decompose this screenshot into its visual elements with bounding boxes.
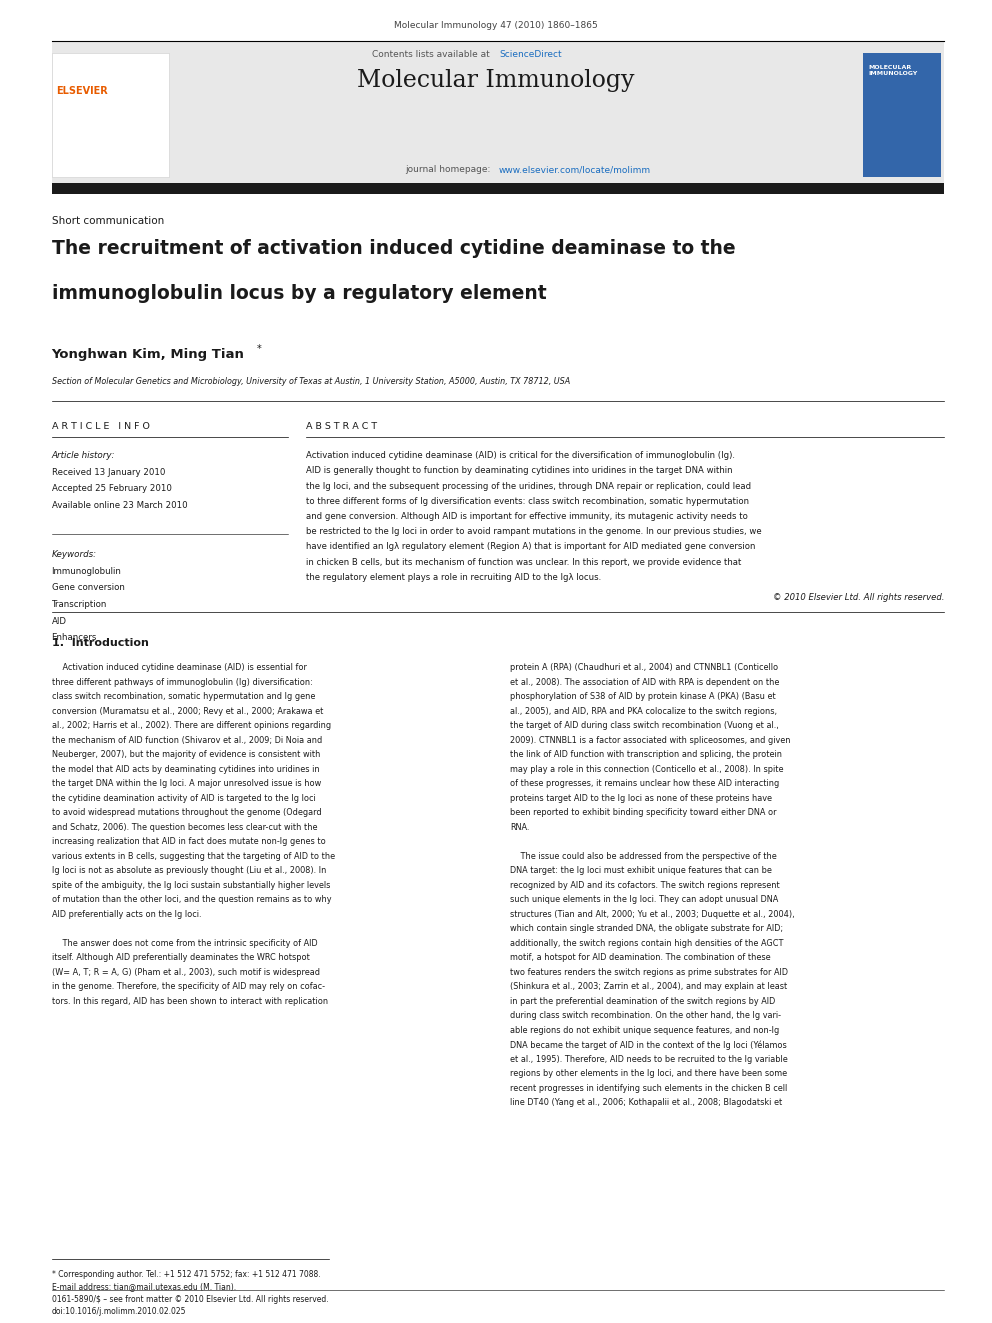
Bar [52,41,944,183]
Text: Available online 23 March 2010: Available online 23 March 2010 [52,501,187,509]
Text: increasing realization that AID in fact does mutate non-Ig genes to: increasing realization that AID in fact … [52,837,325,847]
Text: of these progresses, it remains unclear how these AID interacting: of these progresses, it remains unclear … [510,779,779,789]
Text: AID is generally thought to function by deaminating cytidines into uridines in t: AID is generally thought to function by … [306,467,732,475]
Text: in chicken B cells, but its mechanism of function was unclear. In this report, w: in chicken B cells, but its mechanism of… [306,558,741,566]
Text: al., 2005), and AID, RPA and PKA colocalize to the switch regions,: al., 2005), and AID, RPA and PKA colocal… [510,706,777,716]
Text: Gene conversion: Gene conversion [52,583,124,593]
Text: to avoid widespread mutations throughout the genome (Odegard: to avoid widespread mutations throughout… [52,808,321,818]
Text: Yonghwan Kim, Ming Tian: Yonghwan Kim, Ming Tian [52,348,244,361]
Text: motif, a hotspot for AID deamination. The combination of these: motif, a hotspot for AID deamination. Th… [510,954,771,962]
Text: in part the preferential deamination of the switch regions by AID: in part the preferential deamination of … [510,996,775,1005]
Text: * Corresponding author. Tel.: +1 512 471 5752; fax: +1 512 471 7088.: * Corresponding author. Tel.: +1 512 471… [52,1270,320,1279]
Text: al., 2002; Harris et al., 2002). There are different opinions regarding: al., 2002; Harris et al., 2002). There a… [52,721,330,730]
Text: immunoglobulin locus by a regulatory element: immunoglobulin locus by a regulatory ele… [52,284,547,303]
Text: the mechanism of AID function (Shivarov et al., 2009; Di Noia and: the mechanism of AID function (Shivarov … [52,736,321,745]
Text: et al., 1995). Therefore, AID needs to be recruited to the Ig variable: et al., 1995). Therefore, AID needs to b… [510,1054,788,1064]
Text: in the genome. Therefore, the specificity of AID may rely on cofac-: in the genome. Therefore, the specificit… [52,982,324,991]
Text: Keywords:: Keywords: [52,550,96,560]
Text: the regulatory element plays a role in recruiting AID to the Igλ locus.: the regulatory element plays a role in r… [306,573,601,582]
Text: recent progresses in identifying such elements in the chicken B cell: recent progresses in identifying such el… [510,1084,787,1093]
Text: which contain single stranded DNA, the obligate substrate for AID;: which contain single stranded DNA, the o… [510,925,783,933]
Text: DNA target: the Ig loci must exhibit unique features that can be: DNA target: the Ig loci must exhibit uni… [510,867,772,876]
Text: Activation induced cytidine deaminase (AID) is essential for: Activation induced cytidine deaminase (A… [52,664,307,672]
Text: Short communication: Short communication [52,216,164,226]
Text: The issue could also be addressed from the perspective of the: The issue could also be addressed from t… [510,852,777,861]
Text: additionally, the switch regions contain high densities of the AGCT: additionally, the switch regions contain… [510,939,784,947]
Text: RNA.: RNA. [510,823,530,832]
Text: to three different forms of Ig diversification events: class switch recombinatio: to three different forms of Ig diversifi… [306,497,749,505]
Text: the model that AID acts by deaminating cytidines into uridines in: the model that AID acts by deaminating c… [52,765,319,774]
Text: the Ig loci, and the subsequent processing of the uridines, through DNA repair o: the Ig loci, and the subsequent processi… [306,482,751,491]
Text: A R T I C L E   I N F O: A R T I C L E I N F O [52,422,150,431]
Text: AID preferentially acts on the Ig loci.: AID preferentially acts on the Ig loci. [52,910,201,918]
Bar [52,53,169,177]
Text: journal homepage:: journal homepage: [405,165,493,175]
Text: 1.  Introduction: 1. Introduction [52,639,149,648]
Text: recognized by AID and its cofactors. The switch regions represent: recognized by AID and its cofactors. The… [510,881,780,890]
Text: regions by other elements in the Ig loci, and there have been some: regions by other elements in the Ig loci… [510,1069,787,1078]
Text: 2009). CTNNBL1 is a factor associated with spliceosomes, and given: 2009). CTNNBL1 is a factor associated wi… [510,736,791,745]
Bar [52,183,944,194]
Text: various extents in B cells, suggesting that the targeting of AID to the: various extents in B cells, suggesting t… [52,852,334,861]
Text: be restricted to the Ig loci in order to avoid rampant mutations in the genome. : be restricted to the Ig loci in order to… [306,528,762,536]
Text: The answer does not come from the intrinsic specificity of AID: The answer does not come from the intrin… [52,939,317,947]
Text: such unique elements in the Ig loci. They can adopt unusual DNA: such unique elements in the Ig loci. The… [510,896,778,905]
Text: during class switch recombination. On the other hand, the Ig vari-: during class switch recombination. On th… [510,1011,781,1020]
Text: have identified an Igλ regulatory element (Region A) that is important for AID m: have identified an Igλ regulatory elemen… [306,542,755,552]
Text: *: * [257,344,262,355]
Text: the link of AID function with transcription and splicing, the protein: the link of AID function with transcript… [510,750,782,759]
Text: AID: AID [52,617,66,626]
Text: © 2010 Elsevier Ltd. All rights reserved.: © 2010 Elsevier Ltd. All rights reserved… [773,594,944,602]
Text: and gene conversion. Although AID is important for effective immunity, its mutag: and gene conversion. Although AID is imp… [306,512,748,521]
Text: The recruitment of activation induced cytidine deaminase to the: The recruitment of activation induced cy… [52,239,735,258]
Text: DNA became the target of AID in the context of the Ig loci (Yélamos: DNA became the target of AID in the cont… [510,1040,787,1049]
Text: Article history:: Article history: [52,451,115,460]
Text: Molecular Immunology: Molecular Immunology [357,69,635,91]
Text: Ig loci is not as absolute as previously thought (Liu et al., 2008). In: Ig loci is not as absolute as previously… [52,867,326,876]
Text: Contents lists available at: Contents lists available at [372,50,493,60]
Text: Activation induced cytidine deaminase (AID) is critical for the diversification : Activation induced cytidine deaminase (A… [306,451,735,460]
Text: three different pathways of immunoglobulin (Ig) diversification:: three different pathways of immunoglobul… [52,677,312,687]
Text: two features renders the switch regions as prime substrates for AID: two features renders the switch regions … [510,967,788,976]
Text: the target of AID during class switch recombination (Vuong et al.,: the target of AID during class switch re… [510,721,779,730]
Text: Received 13 January 2010: Received 13 January 2010 [52,468,165,476]
Bar [863,53,941,177]
Text: phosphorylation of S38 of AID by protein kinase A (PKA) (Basu et: phosphorylation of S38 of AID by protein… [510,692,776,701]
Text: spite of the ambiguity, the Ig loci sustain substantially higher levels: spite of the ambiguity, the Ig loci sust… [52,881,330,890]
Text: (W= A, T; R = A, G) (Pham et al., 2003), such motif is widespread: (W= A, T; R = A, G) (Pham et al., 2003),… [52,967,319,976]
Text: of mutation than the other loci, and the question remains as to why: of mutation than the other loci, and the… [52,896,331,905]
Text: structures (Tian and Alt, 2000; Yu et al., 2003; Duquette et al., 2004),: structures (Tian and Alt, 2000; Yu et al… [510,910,795,918]
Text: the target DNA within the Ig loci. A major unresolved issue is how: the target DNA within the Ig loci. A maj… [52,779,320,789]
Text: Neuberger, 2007), but the majority of evidence is consistent with: Neuberger, 2007), but the majority of ev… [52,750,320,759]
Text: able regions do not exhibit unique sequence features, and non-Ig: able regions do not exhibit unique seque… [510,1025,779,1035]
Text: E-mail address: tian@mail.utexas.edu (M. Tian).: E-mail address: tian@mail.utexas.edu (M.… [52,1282,236,1291]
Text: protein A (RPA) (Chaudhuri et al., 2004) and CTNNBL1 (Conticello: protein A (RPA) (Chaudhuri et al., 2004)… [510,664,778,672]
Text: tors. In this regard, AID has been shown to interact with replication: tors. In this regard, AID has been shown… [52,996,327,1005]
Text: Accepted 25 February 2010: Accepted 25 February 2010 [52,484,172,493]
Text: and Schatz, 2006). The question becomes less clear-cut with the: and Schatz, 2006). The question becomes … [52,823,317,832]
Text: ELSEVIER: ELSEVIER [57,86,108,97]
Text: www.elsevier.com/locate/molimm: www.elsevier.com/locate/molimm [499,165,651,175]
Text: 0161-5890/$ – see front matter © 2010 Elsevier Ltd. All rights reserved.: 0161-5890/$ – see front matter © 2010 El… [52,1295,328,1304]
Text: conversion (Muramatsu et al., 2000; Revy et al., 2000; Arakawa et: conversion (Muramatsu et al., 2000; Revy… [52,706,323,716]
Text: MOLECULAR
IMMUNOLOGY: MOLECULAR IMMUNOLOGY [868,65,918,75]
Text: Enhancers: Enhancers [52,634,97,642]
Text: class switch recombination, somatic hypermutation and Ig gene: class switch recombination, somatic hype… [52,692,314,701]
Text: the cytidine deamination activity of AID is targeted to the Ig loci: the cytidine deamination activity of AID… [52,794,315,803]
Text: line DT40 (Yang et al., 2006; Kothapalii et al., 2008; Blagodatski et: line DT40 (Yang et al., 2006; Kothapalii… [510,1098,782,1107]
Text: Transcription: Transcription [52,601,107,609]
Text: ScienceDirect: ScienceDirect [499,50,561,60]
Text: et al., 2008). The association of AID with RPA is dependent on the: et al., 2008). The association of AID wi… [510,677,780,687]
Text: doi:10.1016/j.molimm.2010.02.025: doi:10.1016/j.molimm.2010.02.025 [52,1307,186,1316]
Text: may play a role in this connection (Conticello et al., 2008). In spite: may play a role in this connection (Cont… [510,765,784,774]
Text: proteins target AID to the Ig loci as none of these proteins have: proteins target AID to the Ig loci as no… [510,794,772,803]
Text: Section of Molecular Genetics and Microbiology, University of Texas at Austin, 1: Section of Molecular Genetics and Microb… [52,377,569,386]
Text: been reported to exhibit binding specificity toward either DNA or: been reported to exhibit binding specifi… [510,808,777,818]
Text: A B S T R A C T: A B S T R A C T [306,422,377,431]
Text: Immunoglobulin: Immunoglobulin [52,568,121,576]
Text: Molecular Immunology 47 (2010) 1860–1865: Molecular Immunology 47 (2010) 1860–1865 [394,21,598,30]
Text: itself. Although AID preferentially deaminates the WRC hotspot: itself. Although AID preferentially deam… [52,954,310,962]
Text: (Shinkura et al., 2003; Zarrin et al., 2004), and may explain at least: (Shinkura et al., 2003; Zarrin et al., 2… [510,982,787,991]
